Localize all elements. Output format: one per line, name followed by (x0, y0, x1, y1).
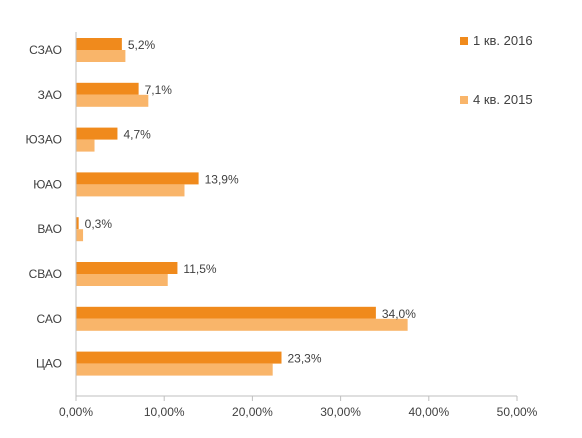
bar-1q2016-2 (76, 127, 118, 140)
bar-4q2015-6 (76, 318, 408, 331)
y-label-4: ВАО (37, 222, 62, 236)
bar-4q2015-5 (76, 274, 168, 286)
data-label-0: 5,2% (128, 38, 156, 52)
y-label-1: ЗАО (38, 88, 62, 102)
bar-4q2015-0 (76, 50, 126, 62)
bar-4q2015-1 (76, 94, 149, 107)
bar-1q2016-0 (76, 38, 122, 50)
y-label-6: САО (37, 312, 62, 326)
bar-4q2015-4 (76, 229, 84, 242)
bar-1q2016-7 (76, 351, 282, 364)
bars-group (76, 38, 408, 376)
x-tick-label-3: 30,00% (320, 405, 361, 419)
data-label-6: 34,0% (382, 307, 416, 321)
y-label-5: СВАО (29, 267, 62, 281)
legend-label-1q2016: 1 кв. 2016 (473, 33, 533, 48)
y-label-7: ЦАО (36, 357, 62, 371)
bar-1q2016-6 (76, 306, 376, 319)
bar-1q2016-4 (76, 217, 79, 230)
x-tick-label-0: 0,00% (59, 405, 93, 419)
x-tick-label-1: 10,00% (144, 405, 185, 419)
data-label-7: 23,3% (288, 352, 322, 366)
data-label-1: 7,1% (145, 83, 173, 97)
data-label-3: 13,9% (205, 172, 239, 186)
y-label-0: СЗАО (29, 43, 62, 57)
legend-label-4q2015: 4 кв. 2015 (473, 92, 533, 107)
bar-4q2015-2 (76, 139, 95, 152)
legend-swatch-1q2016 (460, 37, 468, 45)
data-label-5: 11,5% (183, 262, 216, 276)
bar-4q2015-3 (76, 184, 185, 197)
bar-1q2016-1 (76, 82, 139, 95)
y-axis-labels: СЗАО ЗАО ЮЗАО ЮАО ВАО СВАО САО ЦАО (26, 43, 62, 371)
x-tick-label-4: 40,00% (408, 405, 449, 419)
x-tick-label-5: 50,00% (497, 405, 538, 419)
legend: 1 кв. 2016 4 кв. 2015 (460, 33, 533, 107)
y-label-2: ЮЗАО (26, 133, 62, 147)
data-label-4: 0,3% (85, 217, 113, 231)
bar-1q2016-3 (76, 172, 199, 185)
data-labels: 5,2% 7,1% 4,7% 13,9% 0,3% 11,5% 34,0% 23,3% (85, 38, 417, 366)
legend-swatch-4q2015 (460, 96, 468, 104)
bar-4q2015-7 (76, 363, 273, 376)
data-label-2: 4,7% (123, 128, 151, 142)
x-axis-ticks: 0,00% 10,00% 20,00% 30,00% 40,00% 50,00% (59, 396, 538, 419)
y-label-3: ЮАО (33, 177, 62, 191)
bar-1q2016-5 (76, 262, 178, 274)
x-tick-label-2: 20,00% (232, 405, 273, 419)
